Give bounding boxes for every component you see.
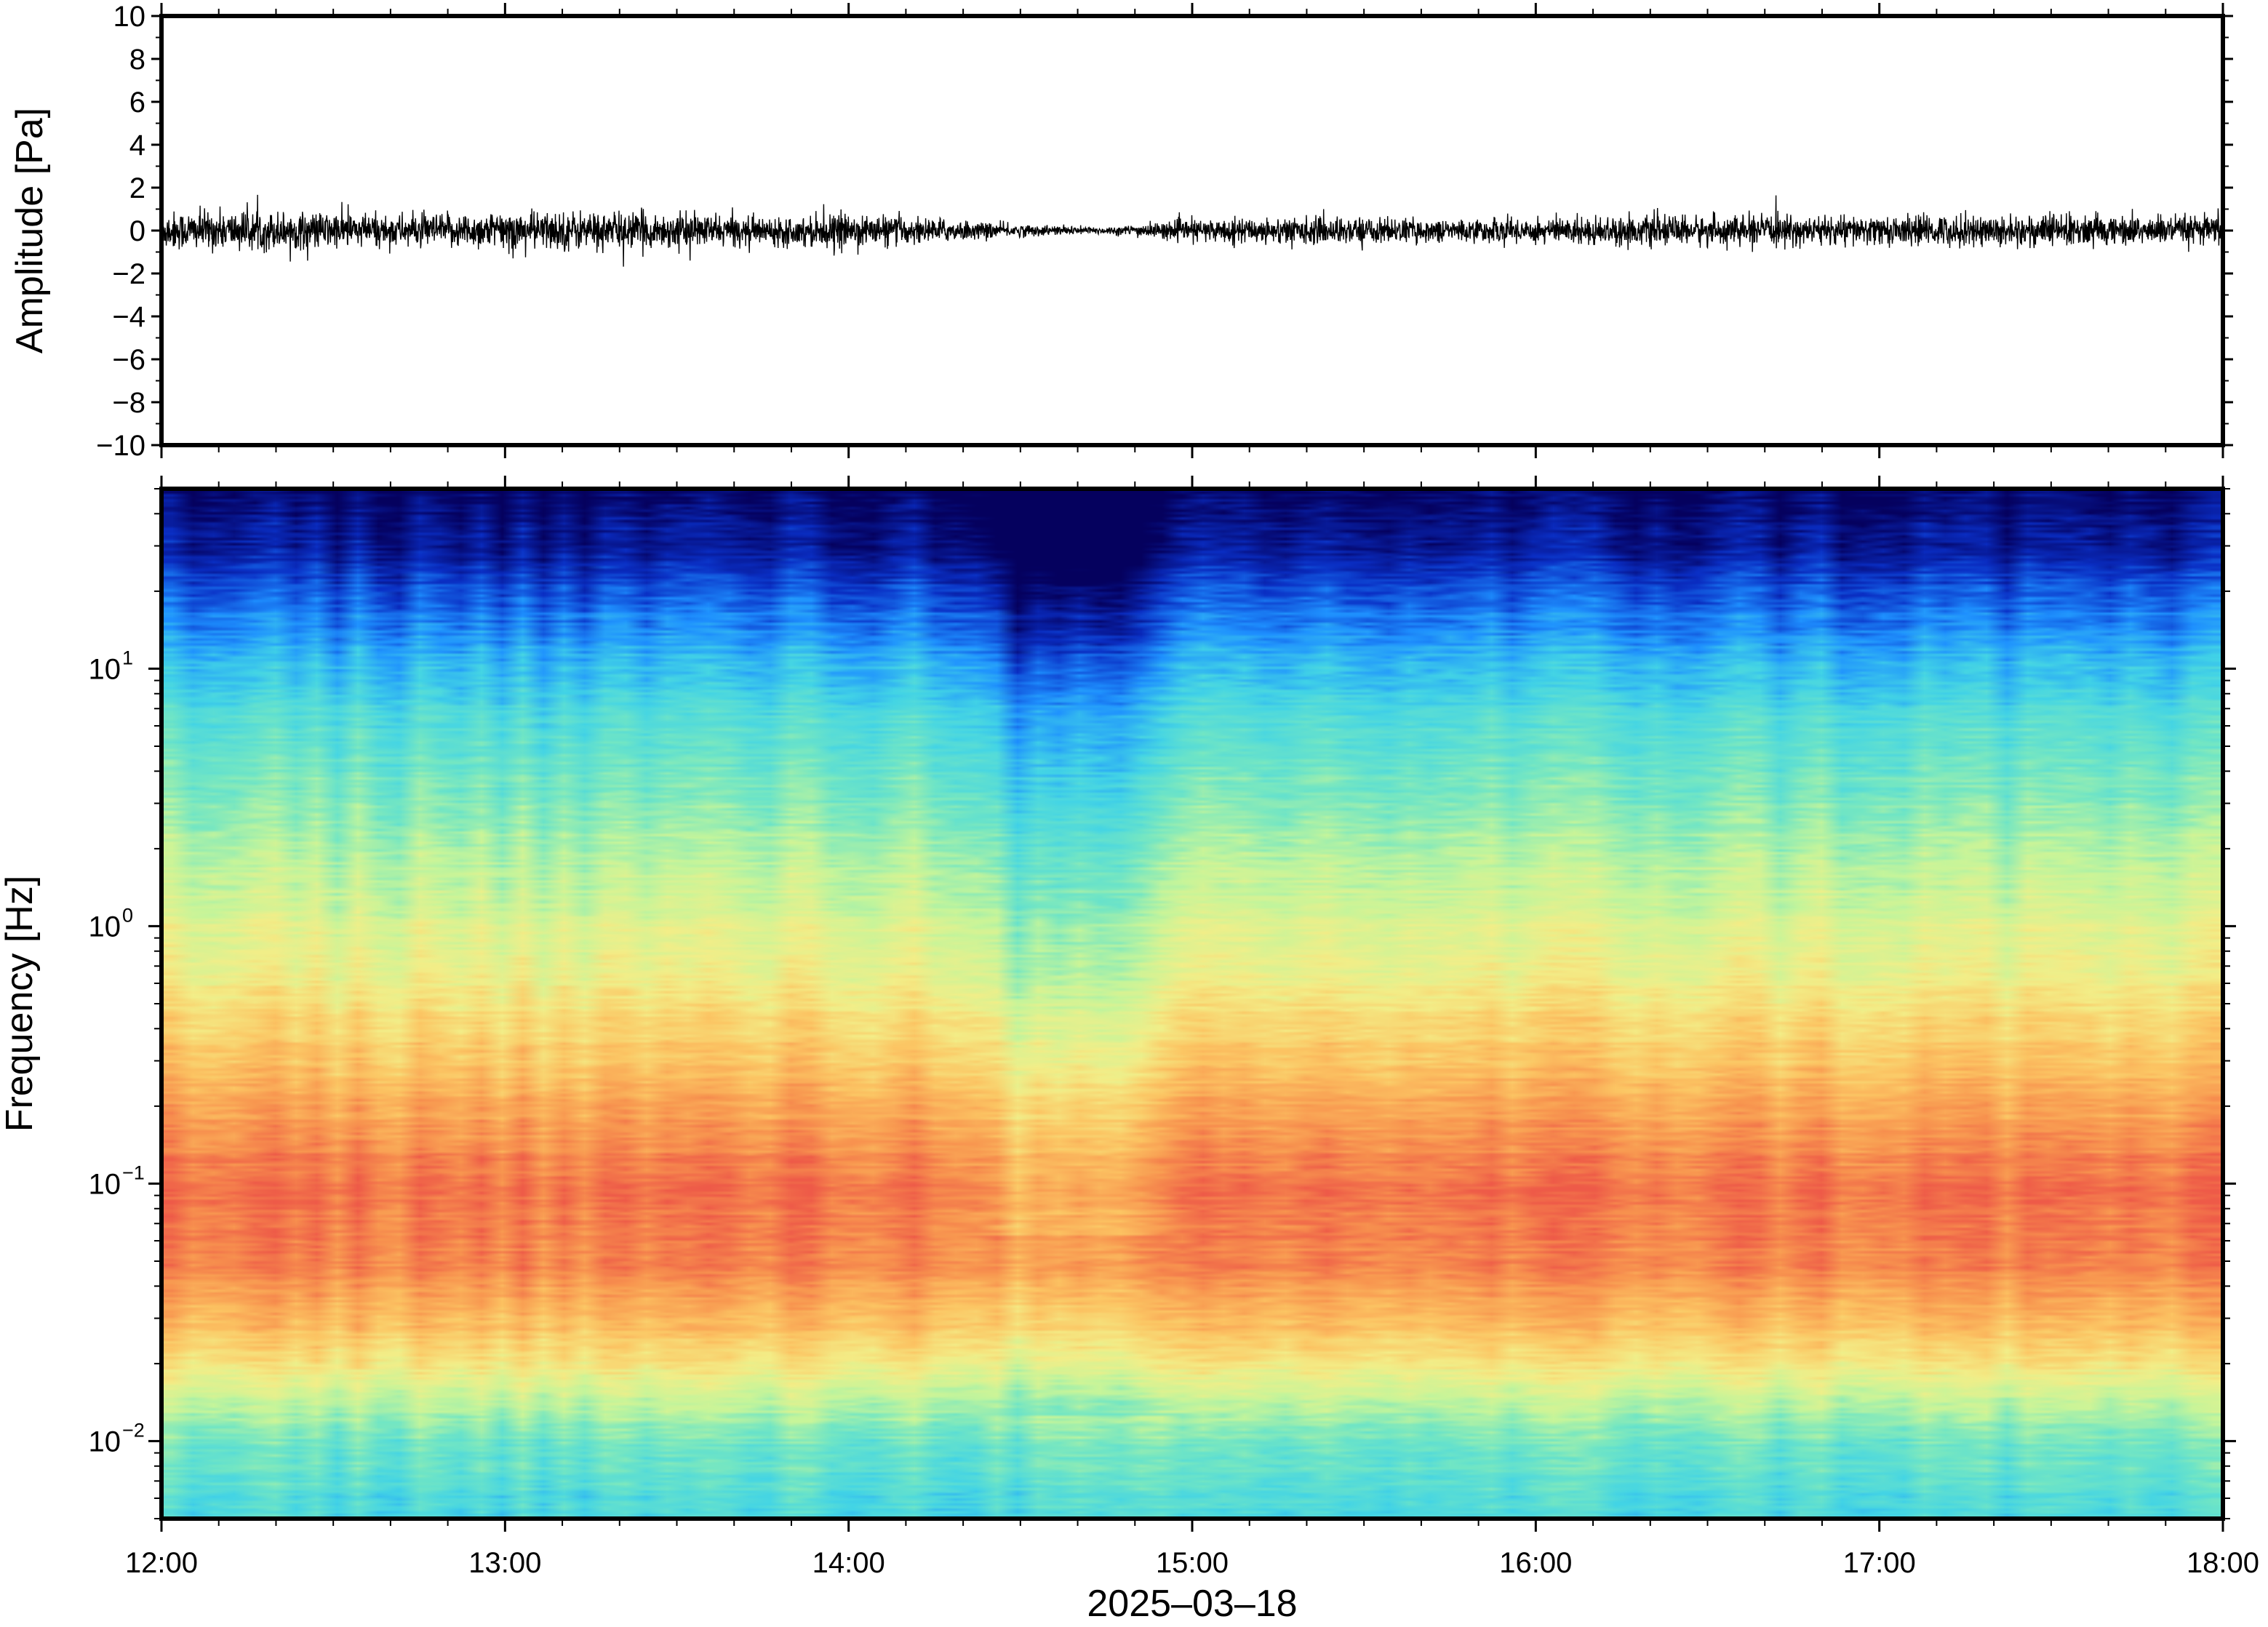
spectrogram-y-tick-label: 10 <box>89 1168 121 1200</box>
waveform-y-tick-label: −2 <box>112 258 145 290</box>
waveform-y-tick-label: 8 <box>129 44 145 76</box>
waveform-y-tick-label: −8 <box>112 387 145 419</box>
waveform-y-tick-label: −6 <box>112 344 145 376</box>
spectrogram-y-tick-label: 10 <box>89 911 121 943</box>
waveform-y-tick-label: −4 <box>112 301 145 333</box>
waveform-y-ticks: −10 −8 −6 −4 −2 0 2 4 6 8 10 <box>96 1 2233 462</box>
spectrogram-x-tick-label: 16:00 <box>1499 1547 1572 1579</box>
waveform-frame <box>159 14 2225 447</box>
spectrogram-x-tick-label: 17:00 <box>1843 1547 1916 1579</box>
spectrogram-heatmap <box>161 489 2223 1519</box>
waveform-y-axis-label: Amplitude [Pa] <box>9 108 51 353</box>
spectrogram-x-tick-label: 12:00 <box>125 1547 198 1579</box>
spectrogram-y-tick-exponent: 1 <box>122 647 133 668</box>
spectrogram-y-tick-exponent: −1 <box>122 1162 145 1183</box>
spectrogram-x-tick-label: 14:00 <box>812 1547 885 1579</box>
spectrogram-frame <box>159 487 2225 1521</box>
waveform-panel: −10 −8 −6 −4 −2 0 2 4 6 8 10 Amplitude [Pa] <box>9 1 2233 462</box>
spectrogram-y-tick-exponent: 0 <box>122 904 133 926</box>
waveform-y-tick-label: 2 <box>129 172 145 204</box>
spectrogram-x-tick-label: 13:00 <box>468 1547 541 1579</box>
waveform-y-tick-label: 10 <box>113 1 146 33</box>
waveform-y-tick-label: 4 <box>129 129 145 161</box>
waveform-trace <box>161 194 2224 267</box>
spectrogram-x-tick-label: 15:00 <box>1156 1547 1229 1579</box>
waveform-y-tick-label: −10 <box>96 430 145 462</box>
spectrogram-y-tick-exponent: −2 <box>122 1419 145 1441</box>
waveform-y-tick-label: 6 <box>129 87 145 119</box>
spectrogram-x-tick-label: 18:00 <box>2187 1547 2259 1579</box>
spectrogram-y-axis-label: Frequency [Hz] <box>0 876 41 1132</box>
waveform-y-tick-label: 0 <box>129 215 145 247</box>
spectrogram-y-tick-label: 10 <box>89 653 121 685</box>
spectrogram-x-axis-label: 2025–03–18 <box>1087 1583 1297 1623</box>
spectrogram-y-tick-label: 10 <box>89 1426 121 1458</box>
